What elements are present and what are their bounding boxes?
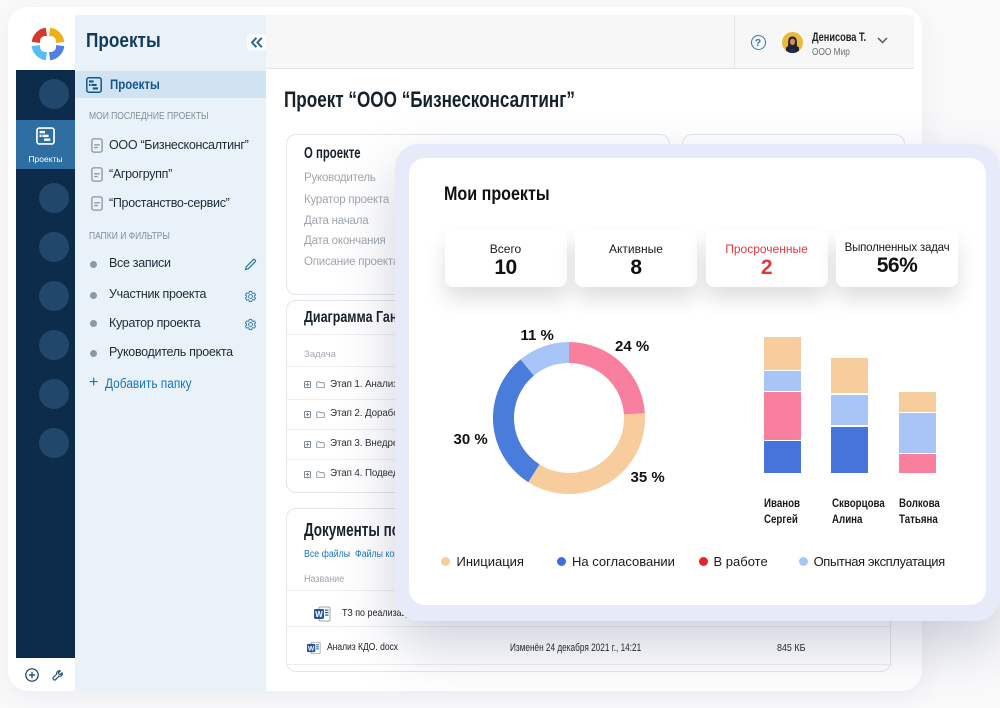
svg-text:W: W <box>308 645 315 652</box>
svg-text:W: W <box>315 610 323 619</box>
